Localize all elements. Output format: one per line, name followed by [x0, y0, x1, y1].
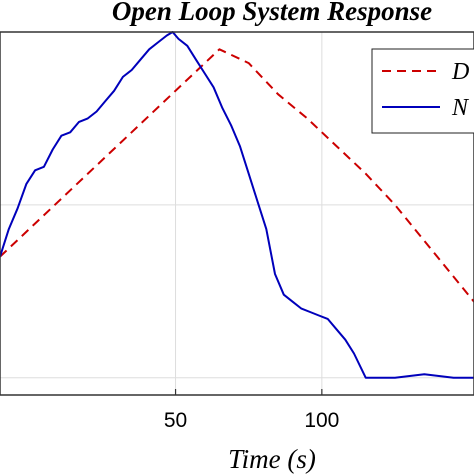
plot-frame: [0, 31, 474, 396]
x-ticks: 50 100: [164, 389, 339, 432]
x-axis-label: Time (s): [228, 444, 316, 474]
legend-label-D: D: [451, 59, 469, 85]
legend: DN: [371, 48, 474, 134]
series-line-N: [0, 31, 474, 379]
x-tick-label: 50: [164, 409, 187, 432]
series-layer: [0, 31, 474, 379]
legend-label-N: N: [451, 95, 470, 121]
x-tick-label: 100: [304, 409, 339, 432]
legend-box: [371, 48, 474, 134]
chart-title: Open Loop System Response: [112, 0, 432, 26]
